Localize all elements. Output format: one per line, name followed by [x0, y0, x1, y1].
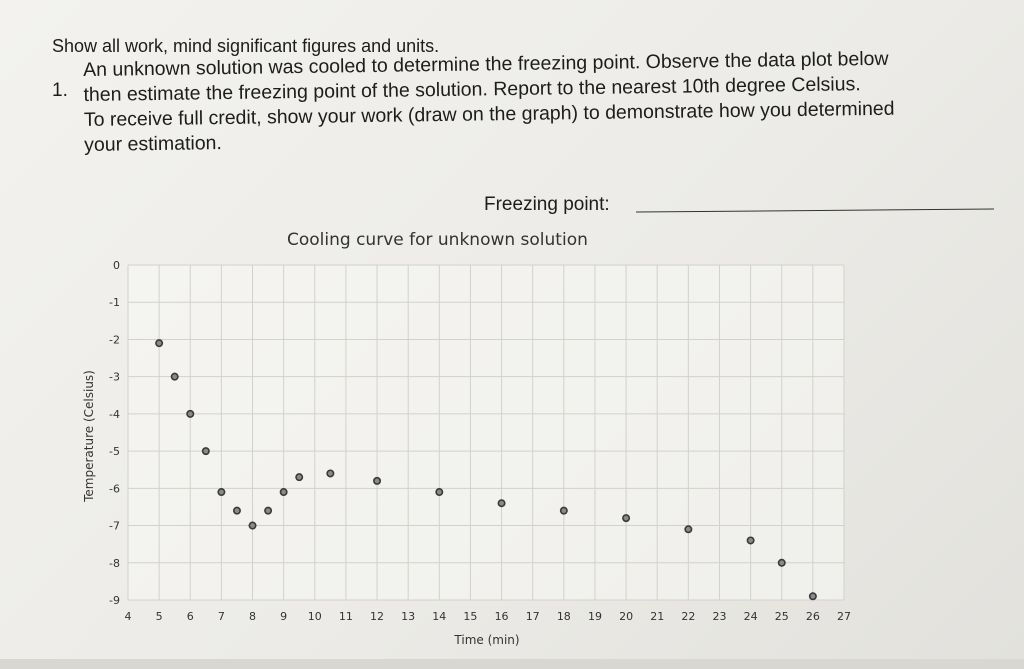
x-axis-label: Time (min) [453, 633, 519, 647]
y-tick-label: -4 [109, 408, 120, 421]
data-point [746, 536, 755, 545]
data-point [170, 372, 179, 381]
data-point [559, 506, 568, 515]
x-tick-label: 25 [775, 610, 789, 623]
y-tick-label: 0 [113, 259, 120, 272]
x-tick-label: 12 [370, 610, 384, 623]
x-tick-label: 18 [557, 610, 571, 623]
data-point [232, 506, 241, 515]
x-tick-label: 20 [619, 610, 633, 623]
data-point [201, 447, 210, 456]
data-point [435, 488, 444, 497]
data-points [155, 339, 817, 601]
x-tick-label: 22 [681, 610, 695, 623]
x-tick-label: 8 [249, 610, 256, 623]
y-tick-label: -7 [109, 520, 120, 533]
x-tick-label: 11 [339, 610, 353, 623]
x-tick-label: 17 [526, 610, 540, 623]
data-point [497, 499, 506, 508]
y-tick-labels: 0 -1 -2 -3 -4 -5 -6 -7 -8 -9 [109, 259, 120, 607]
y-tick-label: -6 [109, 482, 120, 495]
x-tick-label: 27 [837, 610, 851, 623]
data-point [186, 409, 195, 418]
data-point [684, 525, 693, 534]
x-tick-labels: 4 5 6 7 8 9 10 11 12 13 14 15 16 17 18 19 20 21 22 23 24 25 26… [125, 610, 852, 623]
x-tick-label: 4 [125, 610, 132, 623]
data-point [373, 476, 382, 485]
x-tick-label: 9 [280, 610, 287, 623]
freezing-point-label: Freezing point: [484, 194, 610, 215]
x-tick-label: 14 [432, 610, 446, 623]
x-tick-label: 26 [806, 610, 820, 623]
data-point [279, 488, 288, 497]
x-tick-label: 10 [308, 610, 322, 623]
x-tick-label: 23 [712, 610, 726, 623]
y-tick-label: -1 [109, 296, 120, 309]
data-point [155, 339, 164, 348]
y-tick-label: -5 [109, 445, 120, 458]
plot-area [128, 265, 844, 600]
data-point [295, 473, 304, 482]
page-bottom-edge [0, 659, 1024, 669]
y-axis-label: Temperature (Celsius) [82, 370, 96, 503]
data-point [264, 506, 273, 515]
x-tick-label: 24 [744, 610, 758, 623]
x-tick-label: 19 [588, 610, 602, 623]
question-number: 1. [52, 80, 68, 101]
data-point [777, 558, 786, 567]
chart-title: Cooling curve for unknown solution [287, 230, 588, 250]
instructions-text: Show all work, mind significant figures … [52, 36, 440, 56]
x-tick-label: 21 [650, 610, 664, 623]
y-tick-label: -9 [109, 594, 120, 607]
data-point [622, 514, 631, 523]
x-tick-label: 6 [187, 610, 194, 623]
x-tick-label: 16 [495, 610, 509, 623]
chart-grid [127, 264, 845, 601]
data-point [808, 592, 817, 601]
x-tick-label: 5 [156, 610, 163, 623]
data-point [217, 488, 226, 497]
y-tick-label: -8 [109, 557, 120, 570]
x-tick-label: 13 [401, 610, 415, 623]
data-point [248, 521, 257, 530]
x-tick-label: 15 [463, 610, 477, 623]
data-point [326, 469, 335, 478]
y-tick-label: -3 [109, 371, 120, 384]
y-tick-label: -2 [109, 333, 120, 346]
x-tick-label: 7 [218, 610, 225, 623]
